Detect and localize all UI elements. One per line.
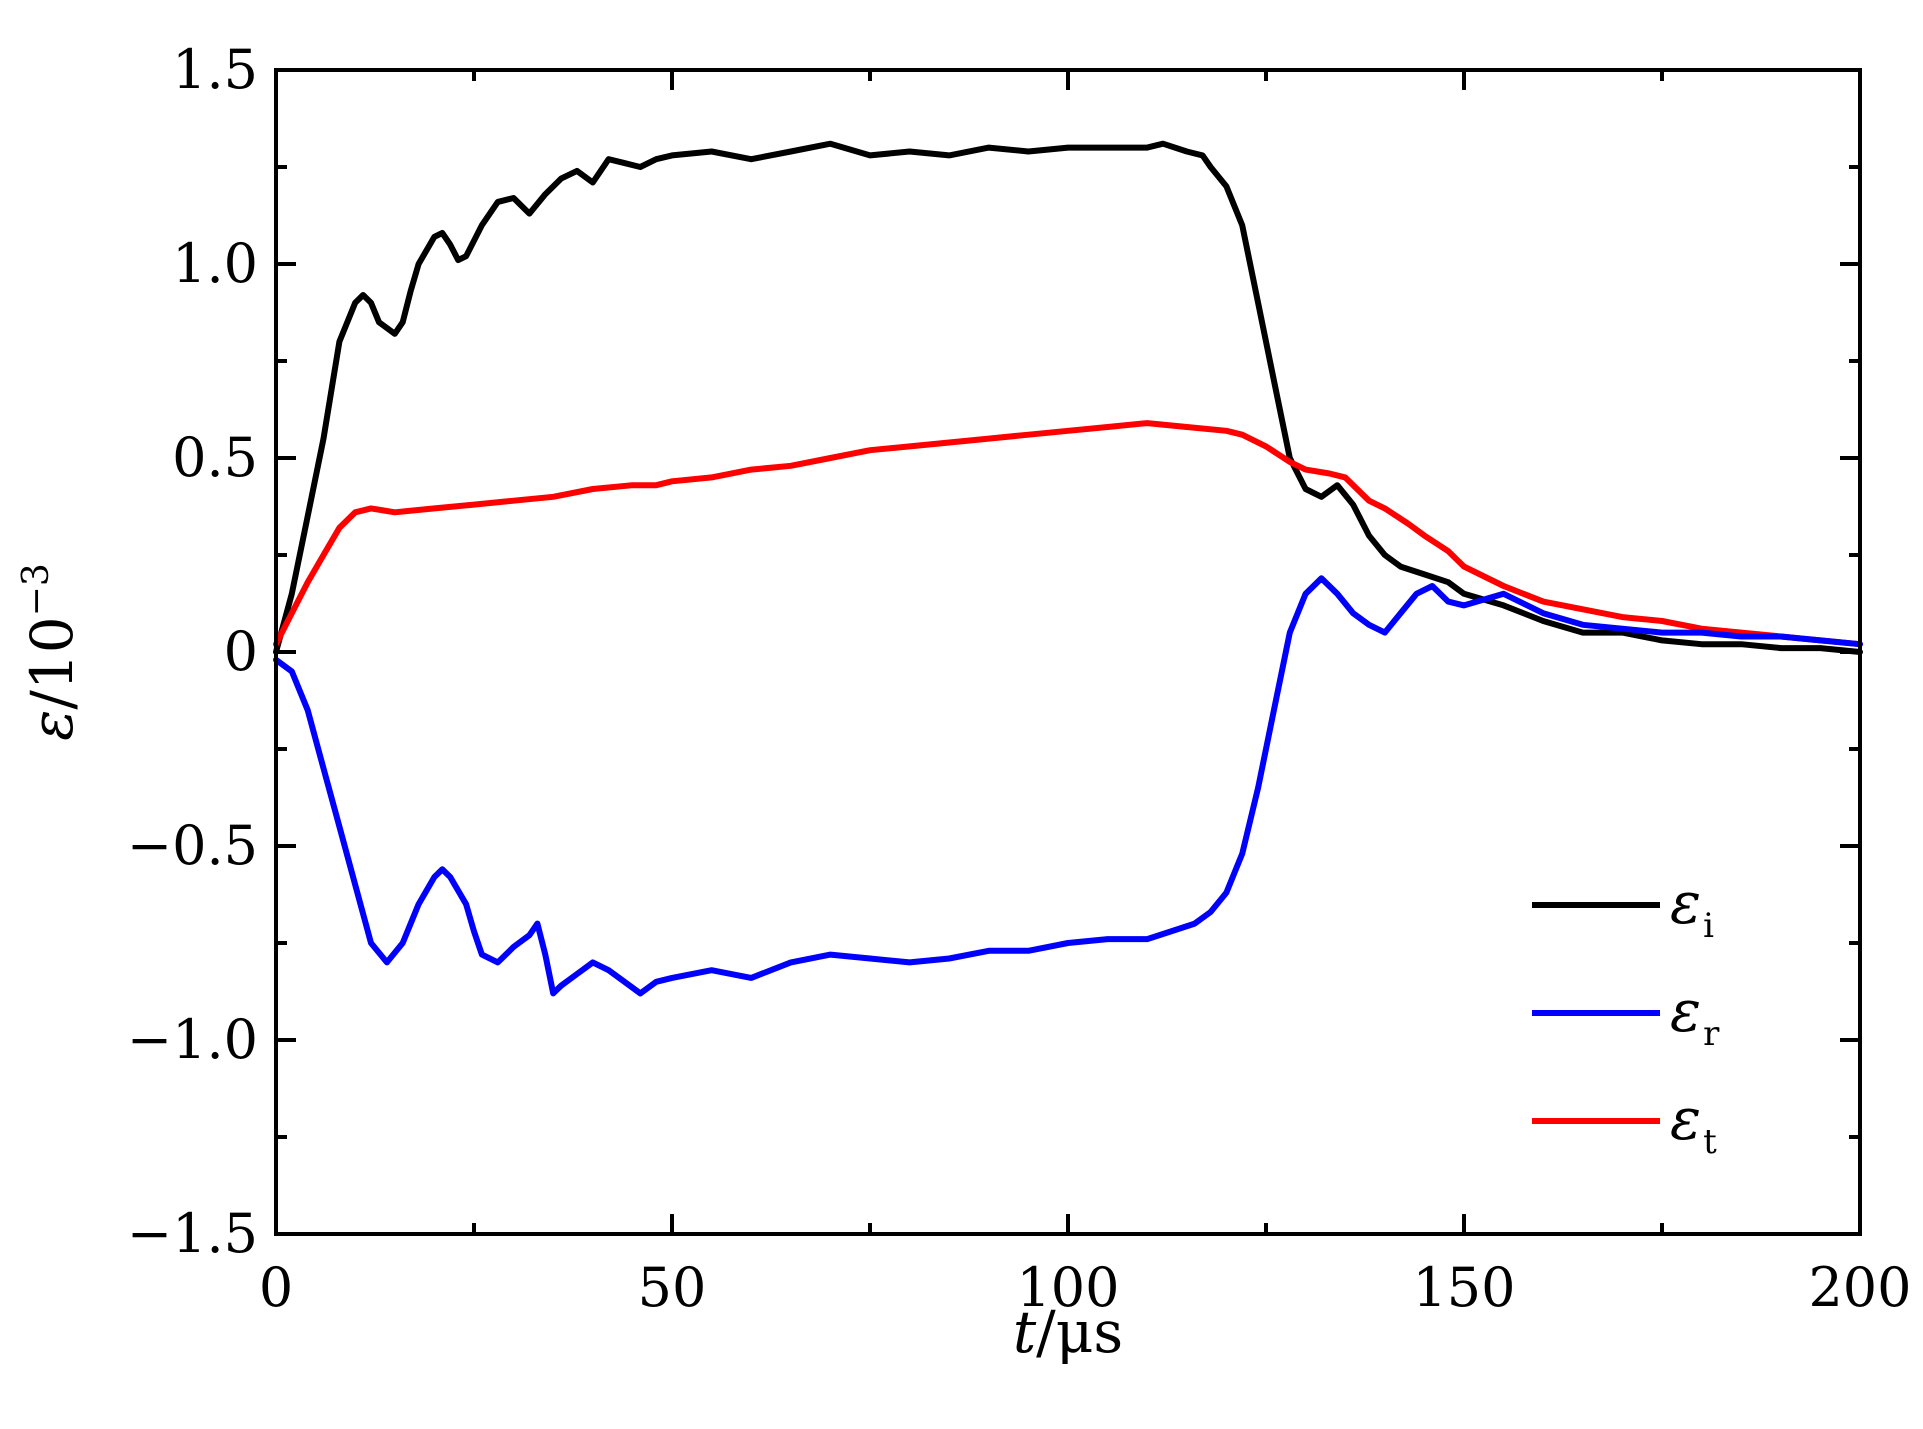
- x-tick-label: 150: [1412, 1256, 1515, 1319]
- series-layer: [273, 140, 1863, 997]
- y-tick-label: 1.5: [172, 38, 258, 101]
- y-axis-label-unit: /10: [18, 616, 86, 709]
- legend-label-i: εi: [1670, 869, 1714, 946]
- y-tick-label: 0.5: [172, 426, 258, 489]
- x-tick-label: 0: [259, 1256, 293, 1319]
- y-tick-label: −1.5: [127, 1202, 258, 1265]
- y-tick-label: −1.0: [127, 1008, 258, 1071]
- legend-label-r: εr: [1670, 977, 1720, 1054]
- y-axis-label-var: ε: [18, 710, 86, 741]
- plot-frame: [274, 68, 1862, 1236]
- y-tick-label: 0: [224, 620, 258, 683]
- legend-label-t: εt: [1670, 1085, 1717, 1162]
- y-tick-label: −0.5: [127, 814, 258, 877]
- x-tick-label: 100: [1016, 1256, 1119, 1319]
- tick-labels-layer: 0 50 100 150 200 −1.5 −1.0 −0.5 0 0.5 1.0 1.5: [127, 38, 1912, 1319]
- y-axis-label-exponent: −3: [16, 563, 57, 616]
- series-line-i: [273, 140, 1863, 655]
- legend: εi εr εt: [1532, 869, 1720, 1162]
- x-axis-label: t/μs: [1013, 1298, 1123, 1366]
- ticks-layer: [274, 68, 1862, 1236]
- x-axis-label-unit: /μs: [1036, 1298, 1123, 1366]
- x-axis-label-var: t: [1013, 1298, 1037, 1366]
- x-tick-label: 200: [1808, 1256, 1911, 1319]
- x-tick-label: 50: [638, 1256, 707, 1319]
- series-line-r: [273, 575, 1863, 997]
- y-axis-label: ε/10−3: [16, 563, 86, 741]
- series-line-t: [273, 420, 1863, 648]
- y-tick-label: 1.0: [172, 232, 258, 295]
